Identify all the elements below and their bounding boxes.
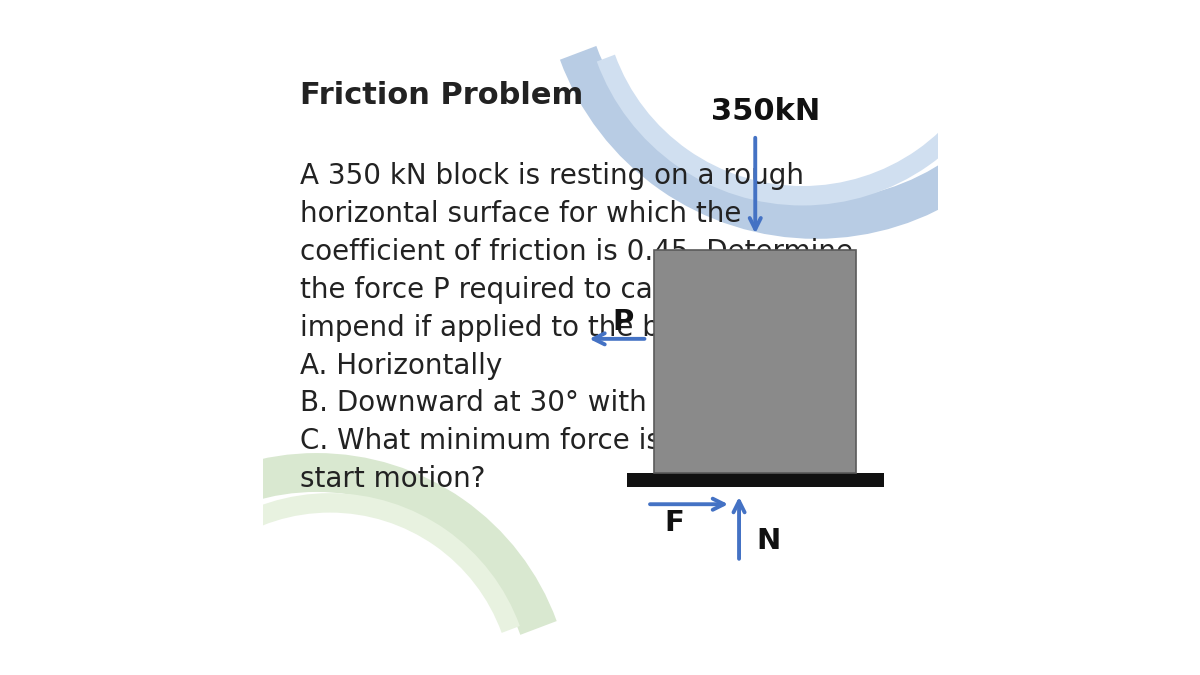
Text: A 350 kN block is resting on a rough
horizontal surface for which the
coefficien: A 350 kN block is resting on a rough hor… [300,162,857,493]
FancyBboxPatch shape [628,472,883,487]
Text: P: P [612,308,634,336]
Text: 350kN: 350kN [710,97,820,126]
Text: Friction Problem: Friction Problem [300,81,583,110]
Text: N: N [756,527,780,556]
Text: F: F [665,509,684,537]
FancyBboxPatch shape [654,250,857,472]
